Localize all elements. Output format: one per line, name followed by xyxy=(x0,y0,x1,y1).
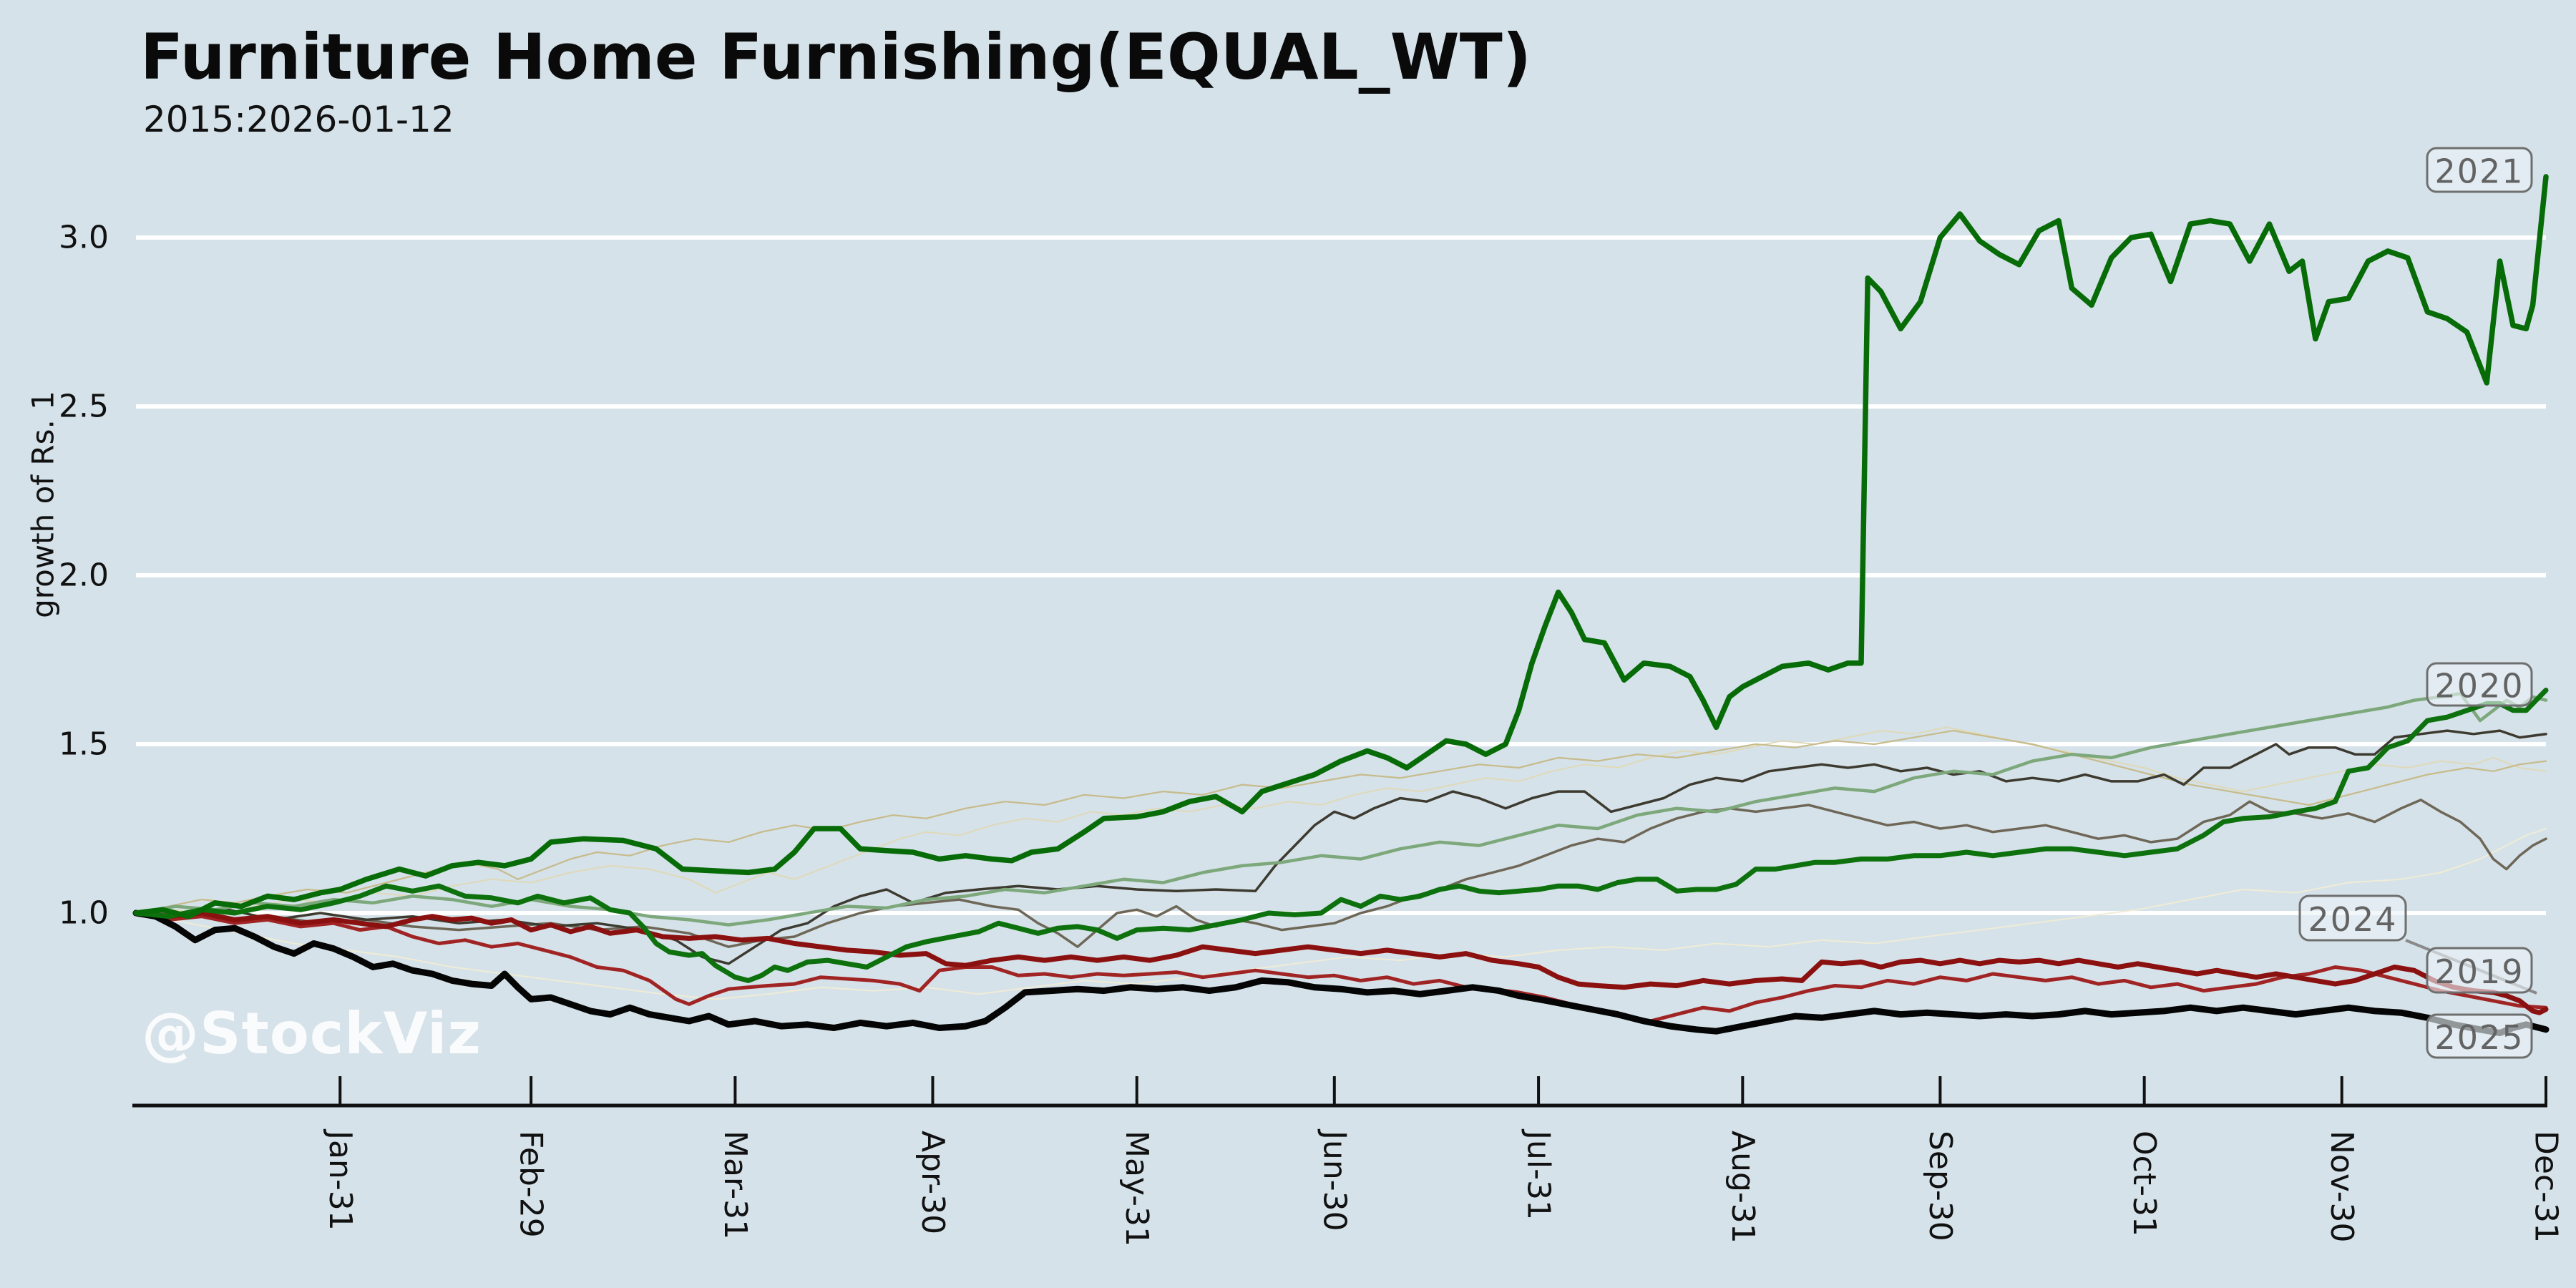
year-label-2021: 2021 xyxy=(2434,152,2524,191)
series-line-2018 xyxy=(134,691,2548,927)
year-label-box-2025 xyxy=(2426,1013,2533,1059)
x-tick-label: Mar-31 xyxy=(717,1131,753,1239)
y-tick-label: 2.0 xyxy=(59,557,109,594)
watermark: @StockViz xyxy=(142,1000,482,1067)
x-tick-label: Jul-31 xyxy=(1521,1128,1557,1220)
y-tick-label: 1.5 xyxy=(59,726,109,763)
year-label-box-2019 xyxy=(2426,947,2533,994)
x-tick-label: May-31 xyxy=(1118,1131,1155,1246)
year-label-box-2020 xyxy=(2426,662,2533,707)
x-tick-label: Feb-29 xyxy=(513,1131,550,1238)
page-title: Furniture Home Furnishing(EQUAL_WT) xyxy=(140,20,1531,94)
series-line-2020 xyxy=(133,688,2549,983)
year-label-2024: 2024 xyxy=(2308,900,2397,939)
series-line-2016 xyxy=(135,726,2547,917)
x-tick-label: Jan-31 xyxy=(322,1128,358,1231)
year-label-box-2021 xyxy=(2426,147,2533,193)
year-label-box-2024 xyxy=(2298,894,2407,942)
y-tick-label: 3.0 xyxy=(59,220,109,256)
series-line-2021 xyxy=(133,174,2549,919)
date-range-subtitle: 2015:2026-01-12 xyxy=(143,99,454,140)
series-line-2019 xyxy=(134,911,2548,1023)
series-line-2017 xyxy=(135,729,2547,914)
series-line-2024 xyxy=(133,910,2549,1015)
series-line-2023 xyxy=(135,799,2547,948)
y-tick-label: 1.0 xyxy=(59,895,109,932)
year-label-2025: 2025 xyxy=(2434,1018,2524,1057)
series-line-2022 xyxy=(135,729,2547,965)
year-label-2020: 2020 xyxy=(2434,667,2524,706)
series-line-2015 xyxy=(135,828,2547,1000)
y-tick-label: 2.5 xyxy=(59,389,109,425)
series-line-2025 xyxy=(132,909,2550,1037)
x-tick-label: Sep-30 xyxy=(1922,1131,1958,1241)
x-tick-label: Oct-31 xyxy=(2126,1131,2162,1236)
x-tick-label: Aug-31 xyxy=(1724,1131,1761,1244)
x-tick-label: Jun-30 xyxy=(1316,1128,1352,1231)
y-axis-label: growth of Rs. 1 xyxy=(25,391,61,618)
x-tick-label: Apr-30 xyxy=(914,1131,951,1234)
year-label-2019: 2019 xyxy=(2434,952,2524,991)
x-tick-label: Nov-30 xyxy=(2323,1131,2360,1243)
x-tick-label: Dec-31 xyxy=(2528,1131,2565,1243)
